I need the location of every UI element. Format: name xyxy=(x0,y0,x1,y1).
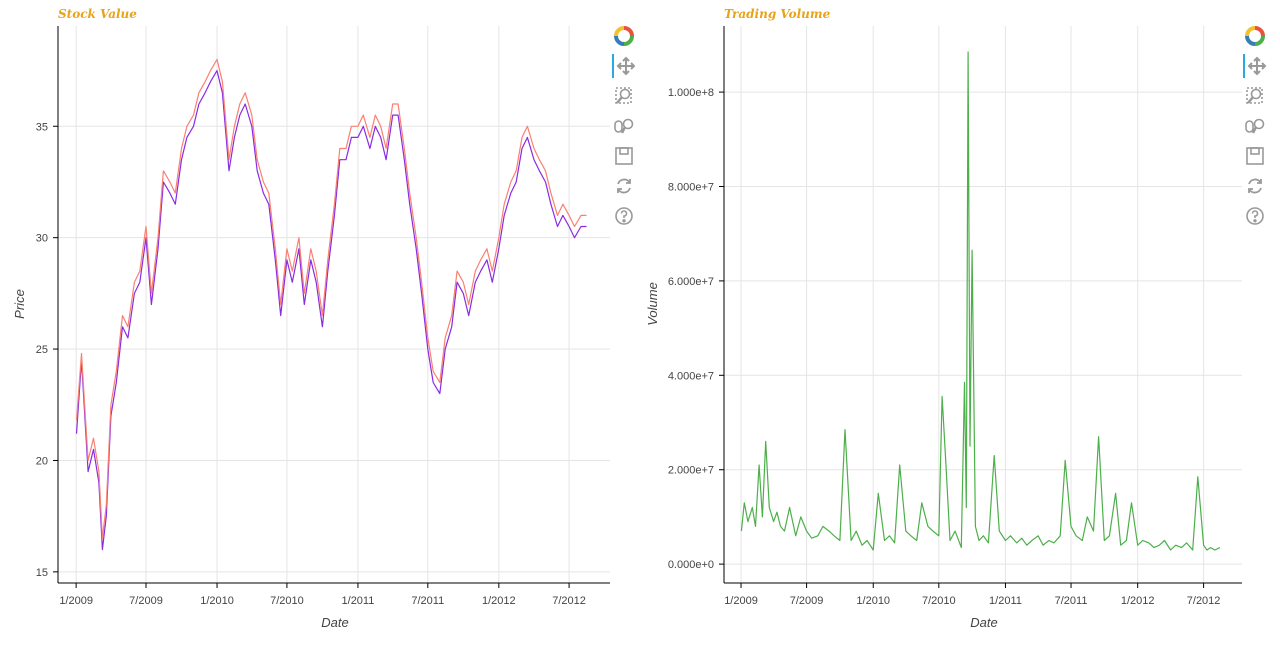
series-line xyxy=(75,58,587,540)
wheel-zoom-icon[interactable] xyxy=(612,114,636,138)
box-zoom-icon[interactable] xyxy=(612,84,636,108)
y-tick-label: 6.000e+7 xyxy=(668,276,714,288)
help-icon[interactable] xyxy=(1243,204,1267,228)
x-tick-label: 7/2011 xyxy=(411,595,444,607)
x-tick-label: 1/2010 xyxy=(856,595,890,607)
y-tick-label: 35 xyxy=(36,121,48,133)
y-tick-label: 20 xyxy=(36,455,48,467)
save-icon[interactable] xyxy=(612,144,636,168)
series-group xyxy=(75,58,587,551)
x-tick-labels: 1/2009 7/2009 1/2010 7/2010 1/2011 7/2011 1/20… xyxy=(724,595,1220,607)
x-tick-label: 7/2010 xyxy=(270,595,304,607)
x-tick-label: 1/2012 xyxy=(482,595,516,607)
x-tick-label: 7/2010 xyxy=(922,595,956,607)
series-group xyxy=(740,51,1221,551)
y-tick-label: 30 xyxy=(36,233,48,245)
x-tick-label: 1/2009 xyxy=(59,595,93,607)
stock-value-chart: Stock Value 1/2009 7/2009 1/2010 7/2010 1/20… xyxy=(12,7,610,630)
x-tick-label: 7/2009 xyxy=(790,595,824,607)
x-tick-label: 7/2011 xyxy=(1055,595,1088,607)
help-icon[interactable] xyxy=(612,204,636,228)
y-tick-label: 15 xyxy=(36,567,48,579)
grid xyxy=(724,26,1242,583)
x-axis-label: Date xyxy=(970,615,997,630)
x-tick-label: 7/2012 xyxy=(1187,595,1221,607)
x-tick-label: 1/2010 xyxy=(200,595,234,607)
axes xyxy=(53,26,610,588)
reset-icon[interactable] xyxy=(612,174,636,198)
y-tick-label: 2.000e+7 xyxy=(668,465,714,477)
pan-tool-icon[interactable] xyxy=(612,54,638,78)
y-axis-label: Volume xyxy=(645,282,660,326)
series-line xyxy=(75,69,587,551)
y-tick-label: 1.000e+8 xyxy=(668,87,714,99)
grid xyxy=(58,26,610,583)
y-axis-label: Price xyxy=(12,289,27,319)
series-line xyxy=(740,51,1221,551)
x-tick-label: 1/2012 xyxy=(1121,595,1155,607)
x-tick-label: 7/2009 xyxy=(129,595,163,607)
y-tick-label: 25 xyxy=(36,344,48,356)
x-tick-label: 1/2009 xyxy=(724,595,758,607)
x-tick-label: 1/2011 xyxy=(989,595,1022,607)
y-tick-labels: 15 20 25 30 35 xyxy=(36,121,48,579)
chart-title: Trading Volume xyxy=(724,7,831,21)
y-tick-label: 4.000e+7 xyxy=(668,370,714,382)
y-tick-label: 8.000e+7 xyxy=(668,181,714,193)
box-zoom-icon[interactable] xyxy=(1243,84,1267,108)
wheel-zoom-icon[interactable] xyxy=(1243,114,1267,138)
x-tick-label: 1/2011 xyxy=(342,595,375,607)
y-tick-label: 0.000e+0 xyxy=(668,559,714,571)
bokeh-logo-icon[interactable] xyxy=(1243,24,1267,48)
x-tick-labels: 1/2009 7/2009 1/2010 7/2010 1/2011 7/2011 1/20… xyxy=(59,595,586,607)
pan-tool-icon[interactable] xyxy=(1243,54,1269,78)
y-tick-labels: 0.000e+0 2.000e+7 4.000e+7 6.000e+7 8.000e+7… xyxy=(668,87,714,571)
axes xyxy=(719,26,1242,588)
bokeh-logo-icon[interactable] xyxy=(612,24,636,48)
save-icon[interactable] xyxy=(1243,144,1267,168)
reset-icon[interactable] xyxy=(1243,174,1267,198)
chart-title: Stock Value xyxy=(58,7,137,21)
x-axis-label: Date xyxy=(321,615,348,630)
x-tick-label: 7/2012 xyxy=(552,595,586,607)
